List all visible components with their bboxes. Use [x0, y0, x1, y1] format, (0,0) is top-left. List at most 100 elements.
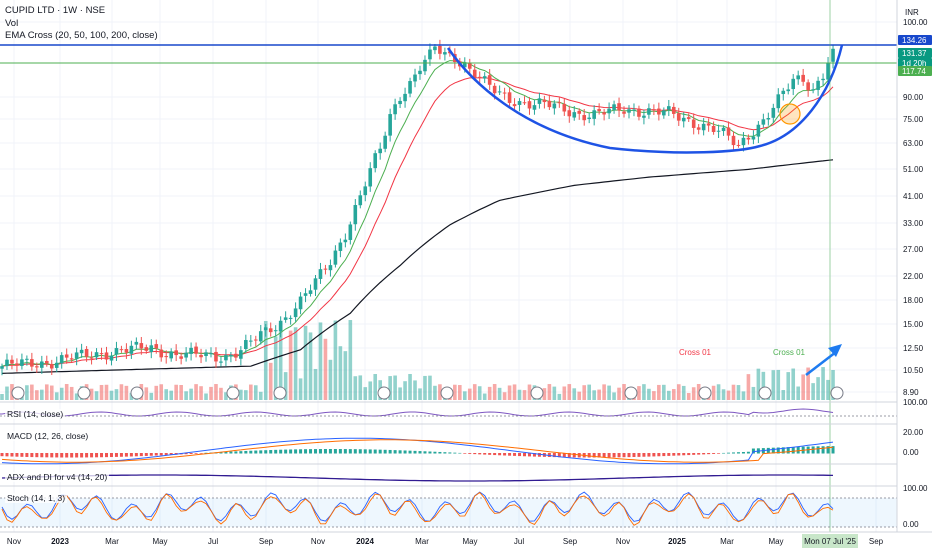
volume-bar: [244, 390, 248, 400]
candle-body: [512, 104, 517, 107]
volume-bar: [428, 375, 432, 400]
macd-hist: [657, 453, 661, 457]
volume-bar: [423, 375, 427, 400]
candle-body: [74, 352, 79, 359]
currency-label: INR: [905, 8, 919, 17]
x-tick-label: May: [152, 537, 167, 546]
macd-hist: [309, 449, 313, 454]
event-marker: [440, 386, 454, 400]
macd-hist: [328, 449, 332, 454]
candle-body: [373, 153, 378, 169]
macd-hist: [652, 453, 656, 457]
volume-bar: [313, 368, 318, 400]
candle-body: [587, 117, 591, 119]
volume-bar: [607, 385, 611, 400]
candle-body: [219, 361, 223, 363]
price-axis-bg: [897, 0, 932, 550]
macd-hist: [453, 452, 457, 454]
macd-hist: [736, 452, 740, 454]
candle-body: [393, 104, 397, 115]
volume-bar: [293, 327, 298, 400]
volume-bar: [224, 392, 228, 400]
volume-bar: [49, 385, 54, 400]
candle-body: [527, 101, 532, 109]
macd-hist: [493, 453, 497, 456]
macd-hist: [259, 450, 263, 454]
macd-hist: [612, 453, 616, 458]
macd-hist: [722, 452, 726, 454]
macd-hist: [458, 452, 462, 454]
macd-hist: [627, 453, 631, 458]
macd-hist: [741, 451, 745, 454]
macd-hist: [343, 449, 347, 454]
volume-bar: [816, 377, 820, 400]
macd-hist: [134, 453, 138, 457]
candle-body: [467, 62, 472, 69]
volume-bar: [154, 385, 159, 400]
volume-bar: [249, 384, 253, 400]
candle-body: [288, 317, 293, 319]
candle-body: [811, 89, 815, 91]
candle-body: [179, 356, 183, 359]
trend-arrow-line: [805, 351, 837, 376]
macd-hist: [771, 447, 775, 454]
cross-circle: [779, 103, 801, 125]
candle-body: [627, 109, 631, 113]
candle-body: [149, 345, 154, 353]
volume-bar: [686, 393, 691, 400]
volume-bar: [104, 384, 109, 400]
macd-hist: [707, 453, 711, 455]
macd-hist: [154, 453, 158, 456]
candle-body: [821, 78, 825, 81]
candle-body: [378, 148, 382, 154]
volume-bar: [64, 384, 69, 400]
macd-hist: [826, 446, 830, 454]
candle-body: [30, 359, 34, 367]
volume-bar: [577, 391, 582, 400]
candle-body: [388, 114, 392, 136]
volume-bar: [477, 386, 482, 400]
candle-body: [244, 340, 248, 350]
y-tick-label: 12.50: [903, 344, 924, 353]
price-tag-text: 1d 20h: [902, 59, 926, 68]
macd-hist: [254, 450, 258, 454]
candle-body: [657, 108, 661, 115]
macd-hist: [373, 449, 377, 454]
candle-body: [542, 99, 547, 103]
volume-bar: [776, 369, 781, 400]
volume-bar: [831, 370, 835, 400]
volume-bar: [343, 351, 348, 400]
volume-bar: [453, 384, 457, 400]
time-cursor-bg: [802, 534, 858, 548]
macd-hist: [786, 447, 790, 454]
macd-hist: [299, 449, 303, 454]
candle-body: [99, 353, 104, 355]
candle-body: [5, 359, 9, 367]
candle-body: [308, 290, 313, 294]
volume-bar: [781, 390, 786, 400]
macd-hist: [393, 450, 397, 454]
candle-body: [298, 296, 303, 310]
pane-tick-label: 100.00: [903, 484, 928, 493]
volume-bar: [358, 375, 363, 400]
candle-body: [826, 62, 830, 80]
y-tick-label: 75.00: [903, 115, 924, 124]
candle-body: [706, 123, 711, 126]
volume-bar: [199, 386, 203, 400]
macd-hist: [199, 453, 203, 454]
volume-bar: [567, 384, 572, 400]
candle-body: [443, 52, 447, 55]
macd-hist: [532, 453, 536, 457]
volume-bar: [328, 359, 333, 400]
candle-body: [433, 46, 437, 51]
candle-body: [368, 168, 373, 187]
candle-body: [711, 125, 716, 132]
stoch-d: [1, 491, 834, 526]
macd-hist: [537, 453, 541, 457]
macd-hist: [712, 453, 716, 454]
y-tick-label: 41.00: [903, 192, 924, 201]
candle-body: [567, 110, 572, 117]
candle-body: [676, 113, 681, 121]
trend-arrow-head: [828, 344, 842, 357]
